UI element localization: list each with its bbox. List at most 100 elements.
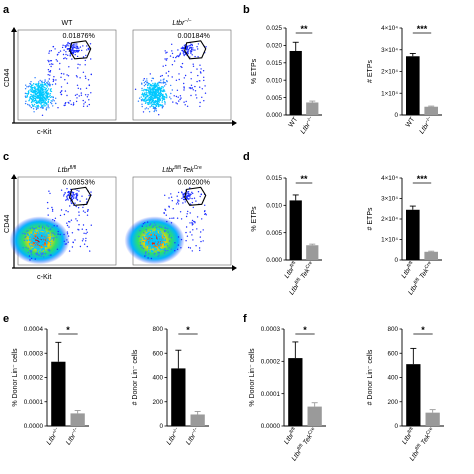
y-tick-label: 0.0004 xyxy=(24,326,44,333)
bar-2 xyxy=(424,106,438,115)
x-category-label: WT xyxy=(288,116,300,129)
y-tick-label: 0.005 xyxy=(266,95,282,102)
x-arrowhead-icon xyxy=(232,120,237,126)
panel-label-e: e xyxy=(3,313,9,325)
y-tick-label: 1×10⁴ xyxy=(381,237,398,244)
y-axis-label: % Donor Lin⁻ cells xyxy=(12,348,19,407)
y-tick-label: 0.0003 xyxy=(24,350,44,357)
significance-stars: ** xyxy=(300,174,308,184)
bar-chart-b-1: 0.000 0.005 0.010 0.015 0.020 0.025 % ETPs WT Lt… xyxy=(251,24,322,135)
y-tick-label: 0.0000 xyxy=(24,423,44,430)
gate-percentage: 0.00853% xyxy=(63,177,96,186)
y-tick-label: 0.025 xyxy=(266,25,282,32)
y-tick-label: 0.0001 xyxy=(24,399,44,406)
flow-x-axis-label: c-Kit xyxy=(37,127,51,136)
y-tick-label: 800 xyxy=(152,326,163,333)
bar-2 xyxy=(306,245,319,260)
y-tick-label: 0.0003 xyxy=(261,326,281,333)
y-tick-label: 600 xyxy=(152,350,163,357)
y-tick-label: 1×10⁴ xyxy=(381,90,398,97)
bar-chart-e-1: 0.0000 0.0001 0.0002 0.0003 0.0004 % Donor Li… xyxy=(12,325,89,446)
bar-chart-f-1: 0.0000 0.0001 0.0002 0.0003 % Donor Lin⁻ cel… xyxy=(249,325,326,462)
bar-1 xyxy=(406,209,420,260)
y-tick-label: 0.005 xyxy=(266,230,282,237)
etp-gate xyxy=(184,40,207,60)
y-tick-label: 4×10⁴ xyxy=(381,175,398,182)
x-category-label: Ltbr−/− xyxy=(417,115,435,135)
x-category-label: Ltbr−/− xyxy=(298,115,316,135)
y-tick-label: 0.0002 xyxy=(261,359,281,366)
flow-panel-c: CD44 c-Kit Ltbrfl/fl 0.00853% Ltbrfl/fl TekC… xyxy=(2,165,237,281)
bar-chart-b-2: 0 1×10⁴ 2×10⁴ 3×10⁴ 4×10⁴ # ETPs WT Ltbr−/− *** xyxy=(367,24,442,135)
panel-letters: a b c d e f xyxy=(3,4,250,325)
bar-2 xyxy=(425,412,440,426)
x-category-label: Ltbr−/− xyxy=(64,426,82,446)
bar-2 xyxy=(306,102,319,115)
significance-stars: * xyxy=(303,325,307,335)
y-tick-label: 0.0002 xyxy=(24,375,44,382)
gate-percentage: 0.00184% xyxy=(178,31,211,40)
flow-plot-a-1: WT 0.01876% xyxy=(17,20,117,121)
y-tick-label: 600 xyxy=(387,350,398,357)
y-tick-label: 200 xyxy=(387,399,398,406)
etp-gate xyxy=(184,186,207,206)
etp-gate xyxy=(69,186,92,206)
bar-2 xyxy=(70,413,85,426)
panel-label-a: a xyxy=(3,4,10,16)
y-tick-label: 400 xyxy=(152,375,163,382)
y-axis-label: % Donor Lin⁻ cells xyxy=(249,348,256,407)
y-axis-label: % ETPs xyxy=(251,206,258,232)
y-axis-label: # ETPs xyxy=(367,60,374,83)
y-tick-label: 0.0001 xyxy=(261,391,281,398)
x-category-label: Ltbr−/− xyxy=(184,426,202,446)
panel-label-c: c xyxy=(3,151,9,163)
x-category-label: Ltbr+/− xyxy=(44,426,62,446)
significance-stars: * xyxy=(66,325,70,335)
bar-1 xyxy=(289,200,302,260)
y-tick-label: 4×10⁴ xyxy=(381,25,398,32)
y-tick-label: 2×10⁴ xyxy=(381,69,398,76)
significance-stars: * xyxy=(421,325,425,335)
flow-cytometry-panels: CD44 c-Kit WT 0.01876% Ltbr−/− 0.00184% CD44 c-… xyxy=(2,18,237,281)
flow-plot-title: Ltbrfl/fl TekCre xyxy=(162,165,202,174)
flow-y-axis-label: CD44 xyxy=(2,69,11,87)
y-tick-label: 400 xyxy=(387,375,398,382)
gate-percentage: 0.01876% xyxy=(63,31,96,40)
flow-plot-c-1: Ltbrfl/fl 0.00853% xyxy=(9,165,117,266)
y-arrowhead-icon xyxy=(11,174,17,179)
etp-gate xyxy=(69,40,92,60)
bar-chart-e-2: 0 200 400 600 800 # Donor Lin⁻ cells Ltbr+/−Lt… xyxy=(132,325,209,446)
bar-1 xyxy=(51,361,66,426)
flow-y-axis-label: CD44 xyxy=(2,215,11,233)
flow-plot-title: Ltbr−/− xyxy=(172,18,191,27)
y-tick-label: 0 xyxy=(159,423,163,430)
x-category-label: Ltbrfl/fl xyxy=(282,260,299,280)
flow-plot-title: Ltbrfl/fl xyxy=(58,165,76,174)
flow-plot-a-2: Ltbr−/− 0.00184% xyxy=(132,18,232,121)
flow-plot-title: WT xyxy=(62,20,74,27)
flow-panel-a: CD44 c-Kit WT 0.01876% Ltbr−/− 0.00184% xyxy=(2,18,237,136)
panel-label-d: d xyxy=(243,151,250,163)
y-tick-label: 0 xyxy=(394,112,398,119)
bar-chart-f-2: 0 200 400 600 800 # Donor Lin⁻ cells Ltbrfl/fl… xyxy=(367,325,444,462)
flow-plot-c-2: Ltbrfl/fl TekCre 0.00200% xyxy=(124,165,232,266)
bar-2 xyxy=(307,406,322,426)
y-tick-label: 0.015 xyxy=(266,175,282,182)
event-cloud xyxy=(9,188,93,265)
x-arrowhead-icon xyxy=(232,265,237,271)
y-tick-label: 0.0000 xyxy=(261,423,281,430)
y-axis-label: # Donor Lin⁻ cells xyxy=(132,349,139,405)
gate-percentage: 0.00200% xyxy=(178,177,211,186)
event-cloud xyxy=(124,187,207,265)
bar-1 xyxy=(171,368,186,426)
y-tick-label: 0.010 xyxy=(266,77,282,84)
x-category-label: Ltbr+/− xyxy=(164,426,182,446)
y-tick-label: 200 xyxy=(152,399,163,406)
y-tick-label: 0.020 xyxy=(266,43,282,50)
y-axis-label: # Donor Lin⁻ cells xyxy=(367,349,374,405)
y-tick-label: 0 xyxy=(394,257,398,264)
event-cloud xyxy=(24,41,93,117)
y-tick-label: 3×10⁴ xyxy=(381,47,398,54)
y-tick-label: 0.010 xyxy=(266,203,282,210)
